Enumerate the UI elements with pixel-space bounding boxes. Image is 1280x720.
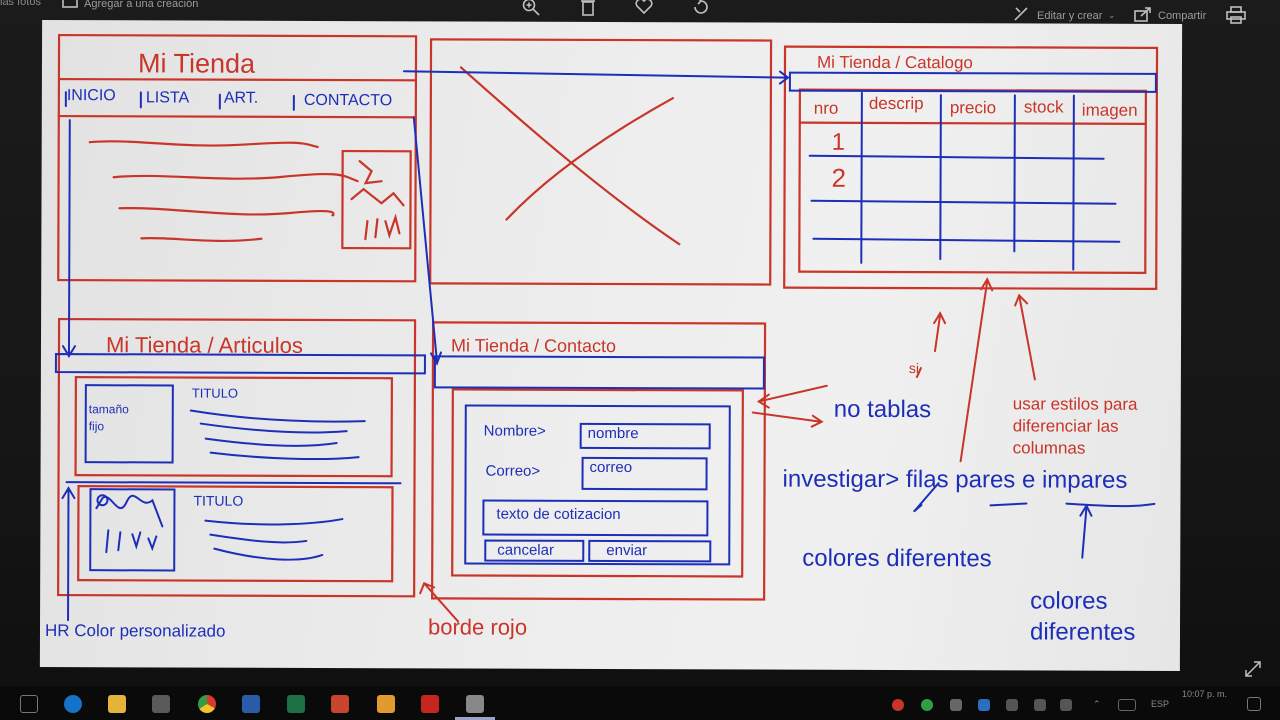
contact-page-title: Mi Tienda / Contacto: [450, 335, 617, 357]
catalog-col-nro: nro: [813, 98, 839, 118]
rotate-icon: [692, 0, 710, 19]
add-to-creation-button[interactable]: Agregar a una creación: [62, 0, 198, 11]
task-view-icon[interactable]: [20, 695, 38, 713]
print-button[interactable]: [1226, 6, 1246, 27]
fixed-size-box-label: tamaño fijo: [88, 402, 129, 434]
note-hr-custom-color: HR Color personalizado: [44, 621, 226, 641]
trash-icon: [580, 0, 596, 19]
panel-articles-sketch: [54, 353, 426, 622]
excel-icon[interactable]: [287, 695, 305, 713]
whiteboard-photo: Mi Tienda INICIO LISTA ART. CONTACTO Mi …: [39, 20, 1183, 671]
taskbar: ⌃ ESP 10:07 p. m.: [0, 686, 1280, 720]
panel-articles-frame: [57, 317, 417, 598]
share-label: Compartir: [1158, 9, 1207, 22]
note-different-colors-1: colores diferentes: [802, 544, 992, 573]
share-button[interactable]: Compartir: [1134, 6, 1206, 25]
acrobat-icon[interactable]: [421, 695, 439, 713]
send-button-sketch: enviar: [606, 541, 648, 560]
tray-usb-icon[interactable]: [1006, 699, 1018, 711]
catalog-row-1: 1: [831, 128, 846, 156]
panel-home-nav-separators: [64, 91, 295, 111]
note-red-border: borde rojo: [427, 614, 528, 640]
wifi-icon[interactable]: [1034, 699, 1046, 711]
rotate-button[interactable]: [692, 0, 710, 19]
mail-icon[interactable]: [152, 695, 170, 713]
add-to-creation-label: Agregar a una creación: [84, 0, 199, 10]
nav-contacto: CONTACTO: [303, 91, 393, 110]
volume-icon[interactable]: [1060, 699, 1072, 711]
expand-icon: [1244, 661, 1262, 682]
catalog-row-2: 2: [831, 162, 847, 193]
printer-icon: [1226, 6, 1246, 27]
chevron-down-icon: ⌄: [1108, 11, 1116, 20]
panel-contact-form: [433, 355, 765, 566]
email-field: correo: [589, 458, 633, 477]
share-icon: [1134, 6, 1152, 25]
email-label: Correo>: [485, 462, 541, 480]
articles-page-title: Mi Tienda / Articulos: [105, 332, 303, 358]
sublime-icon[interactable]: [377, 695, 395, 713]
catalog-page-title: Mi Tienda / Catalogo: [816, 52, 973, 73]
chrome-icon[interactable]: [198, 695, 216, 713]
favorite-button[interactable]: [635, 0, 653, 17]
word-icon[interactable]: [242, 695, 260, 713]
album-link[interactable]: las fotos: [0, 0, 41, 8]
name-label: Nombre>: [483, 422, 546, 440]
catalog-col-stock: stock: [1023, 97, 1064, 117]
clock-time[interactable]: 10:07 p. m.: [1182, 689, 1228, 699]
zoom-button[interactable]: [522, 0, 540, 19]
powerpoint-icon[interactable]: [331, 695, 349, 713]
edit-icon: [1013, 6, 1031, 25]
viewer-toolbar: las fotos Agregar a una creación: [0, 0, 1280, 34]
tray-chrome-icon[interactable]: [921, 699, 933, 711]
annotation-arrows: [419, 277, 1036, 623]
catalog-col-precio: precio: [949, 98, 997, 118]
file-explorer-icon[interactable]: [108, 695, 126, 713]
note-different-colors-2: colores diferentes: [1029, 587, 1136, 647]
note-investigate-rows: investigar> filas pares e impares: [782, 465, 1128, 494]
keyboard-icon[interactable]: [1118, 699, 1136, 711]
chevron-up-icon[interactable]: ⌃: [1093, 699, 1101, 709]
tray-onedrive-icon[interactable]: [978, 699, 990, 711]
nav-art: ART.: [223, 89, 259, 107]
input-language[interactable]: ESP: [1151, 699, 1170, 709]
panel-contact-frame: [431, 321, 767, 601]
quote-field: texto de cotizacion: [496, 505, 621, 524]
fullscreen-button[interactable]: [1244, 660, 1262, 683]
edge-icon[interactable]: [64, 695, 82, 713]
zoom-icon: [522, 0, 540, 19]
note-use-styles: usar estilos para diferenciar las column…: [1012, 394, 1138, 458]
article-1-title: TITULO: [191, 385, 239, 401]
nav-lista: LISTA: [145, 89, 190, 107]
creation-icon: [62, 0, 78, 11]
catalog-col-descrip: descrip: [868, 93, 924, 114]
album-label: las fotos: [0, 0, 41, 8]
navigation-arrows: [61, 70, 1156, 559]
nav-inicio: INICIO: [66, 87, 116, 105]
cancel-button-sketch: cancelar: [497, 541, 555, 559]
catalog-col-imagen: imagen: [1081, 100, 1138, 120]
tray-app-icon[interactable]: [892, 699, 904, 711]
panel-home-sketch: [57, 33, 418, 283]
edit-create-label: Editar y crear: [1037, 9, 1103, 22]
whiteboard-drawing: [54, 33, 1159, 623]
tray-network-icon[interactable]: [950, 699, 962, 711]
note-si: si: [908, 360, 920, 377]
panel-image-placeholder: [429, 38, 773, 286]
panel-catalog-grid: [788, 71, 1157, 271]
heart-icon: [635, 0, 653, 17]
notifications-icon[interactable]: [1247, 697, 1261, 711]
delete-button[interactable]: [580, 0, 596, 19]
photos-icon[interactable]: [466, 695, 484, 713]
name-field: nombre: [587, 424, 639, 443]
home-page-title: Mi Tienda: [137, 48, 256, 79]
article-2-title: TITULO: [193, 492, 244, 509]
edit-create-button[interactable]: Editar y crear ⌄: [1013, 6, 1115, 25]
note-no-tables: no tablas: [833, 395, 932, 424]
active-app-indicator: [455, 717, 495, 720]
